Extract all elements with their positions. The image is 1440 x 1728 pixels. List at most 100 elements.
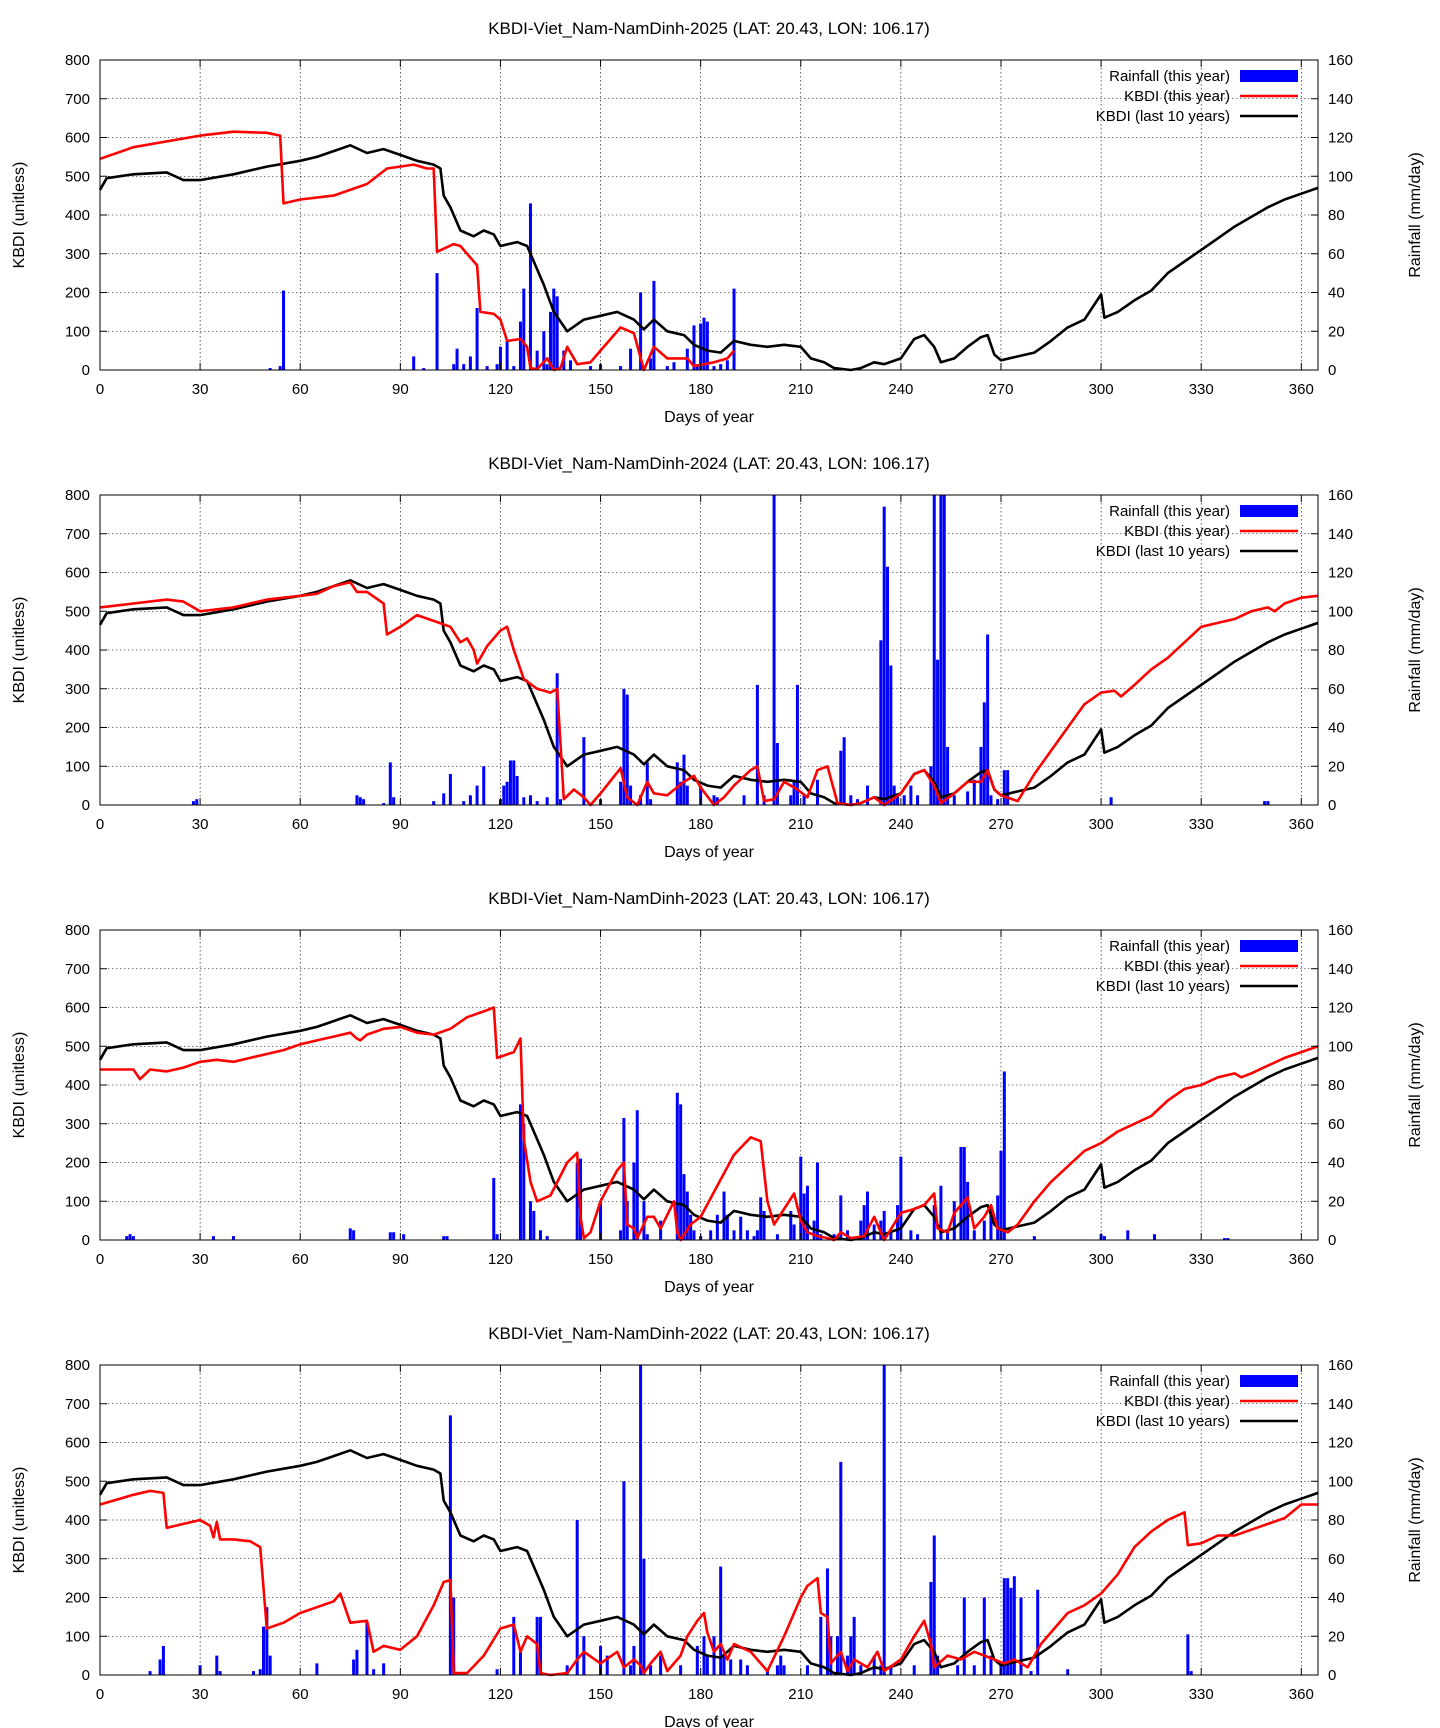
rainfall-bar [382,803,386,805]
rainfall-bar [355,795,359,805]
x-axis-label: Days of year [664,1279,754,1296]
rainfall-bar [392,1232,396,1240]
rainfall-bar [402,1234,406,1240]
rainfall-bar [448,774,452,805]
grid-lines [100,60,1318,370]
rainfall-bar [882,1365,886,1675]
rainfall-bar [498,346,502,370]
rainfall-bar [705,321,709,370]
rainfall-bar [779,1655,783,1675]
rainfall-bar [388,762,392,805]
x-tick-label: 210 [788,816,813,833]
x-tick-label: 120 [488,1686,513,1703]
rainfall-bar [649,358,653,370]
rainfall-bar [652,280,656,370]
rainfall-bar [845,1655,849,1675]
rainfall-bar [879,640,883,805]
x-tick-label: 210 [788,381,813,398]
rainfall-bar [932,1535,936,1675]
rainfall-bar [518,1104,522,1240]
rainfall-bar [929,1582,933,1675]
rainfall-bar [996,799,1000,805]
rainfall-bar [352,1230,356,1240]
rainfall-bar [929,766,933,805]
x-tick-label: 360 [1289,1686,1314,1703]
rainfall-bar [952,795,956,805]
rainfall-bar [262,1626,266,1675]
y-tick-label: 300 [65,1116,90,1133]
y2-tick-label: 0 [1328,1232,1336,1249]
rainfall-bar [649,1665,653,1675]
y-tick-label: 500 [65,603,90,620]
rainfall-bar [452,1597,456,1675]
rainfall-bar [946,746,950,805]
rainfall-bar [792,1224,796,1240]
chart-panel-2: KBDI-Viet_Nam-NamDinh-2023 (LAT: 20.43, … [11,889,1424,1296]
rainfall-bar [896,1205,900,1240]
x-tick-label: 360 [1289,381,1314,398]
rainfall-bar [939,495,943,805]
x-tick-label: 240 [888,816,913,833]
x-tick-label: 180 [688,816,713,833]
rainfall-bar [555,296,559,370]
legend: Rainfall (this year) KBDI (this year) KBDI… [1096,938,1298,995]
rainfall-bar [515,775,519,805]
rainfall-bar [679,781,683,805]
y2-tick-label: 60 [1328,1551,1345,1568]
rainfall-bar [839,1461,843,1675]
rainfall-bar [889,665,893,805]
rainfall-bar [211,1236,215,1240]
rainfall-bar [358,797,362,805]
rainfall-bar [665,366,669,370]
rainfall-bar [535,350,539,370]
rainfall-bar [982,702,986,805]
rainfall-bar [215,1655,219,1675]
rainfall-bar [1126,1230,1130,1240]
y2-tick-label: 40 [1328,285,1345,302]
rainfall-bar [979,746,983,805]
rainfall-bar [1223,1238,1227,1240]
y-tick-label: 300 [65,1551,90,1568]
y-tick-label: 400 [65,1512,90,1529]
rainfall-bar [682,1174,686,1240]
chart-title: KBDI-Viet_Nam-NamDinh-2025 (LAT: 20.43, … [488,19,930,38]
rainfall-bar [709,1230,713,1240]
rainfall-bar [495,1234,499,1240]
rainfall-bar [542,331,546,370]
rainfall-bar [872,1655,876,1675]
rainfall-bar [792,781,796,805]
rainfall-bar [191,801,195,805]
rainfall-bar [939,1185,943,1240]
x-tick-label: 60 [292,1251,309,1268]
y-tick-label: 500 [65,168,90,185]
y2-tick-label: 60 [1328,1116,1345,1133]
rainfall-bar [702,1636,706,1675]
rainfall-bar [912,1665,916,1675]
rainfall-bar [589,366,593,370]
y2-tick-label: 120 [1328,130,1353,147]
x-tick-label: 240 [888,381,913,398]
rainfall-bar [909,785,913,805]
rainfall-bar [575,1520,579,1675]
y2-tick-label: 160 [1328,52,1353,69]
rainfall-bar [725,1214,729,1240]
rainfall-bar [622,688,626,805]
rainfall-bar [725,360,729,370]
rainfall-bar [679,1104,683,1240]
rainfall-bar [909,1230,913,1240]
x-tick-label: 30 [192,1251,209,1268]
rainfall-bar [422,368,426,370]
rainfall-bar [1152,1234,1156,1240]
y-tick-label: 300 [65,681,90,698]
rainfall-bar [1109,797,1113,805]
rainfall-bar [522,797,526,805]
rainfall-bar [128,1234,132,1240]
rainfall-bar [268,368,272,370]
rainfall-bar [849,1636,853,1675]
x-tick-label: 330 [1189,1686,1214,1703]
rainfall-bar [866,785,870,805]
y-tick-label: 800 [65,487,90,504]
kbdi-last-10-years-line [98,144,1319,372]
x-axis-label: Days of year [664,844,754,861]
rainfall-bar [435,273,439,370]
